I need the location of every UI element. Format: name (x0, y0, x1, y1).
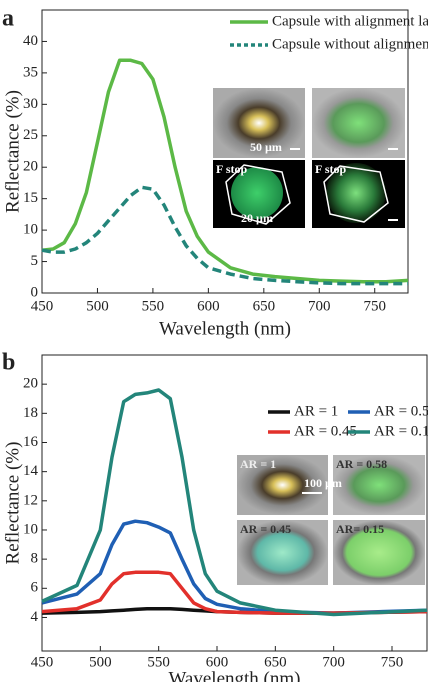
series-line (41, 570, 428, 615)
x-tick-label: 550 (147, 654, 170, 670)
panel-label: a (2, 6, 14, 32)
x-axis-label: Wavelength (nm) (159, 318, 291, 339)
series-line (41, 185, 408, 286)
inset-label: AR= 0.15 (336, 522, 384, 536)
micrograph (237, 520, 328, 585)
x-tick-label: 500 (89, 654, 112, 670)
x-tick-label: 650 (264, 654, 287, 670)
y-tick-label: 5 (31, 253, 39, 269)
legend-label: Capsule with alignment layer (272, 13, 428, 29)
y-axis-label: Reflectance (%) (2, 442, 23, 565)
x-tick-label: 450 (31, 654, 54, 670)
y-tick-label: 0 (31, 284, 39, 300)
x-tick-label: 500 (86, 298, 109, 314)
x-tick-label: 450 (31, 298, 54, 314)
plot-frame (41, 9, 409, 294)
micrograph (237, 455, 328, 515)
y-tick-label: 25 (23, 127, 38, 143)
micrograph (312, 88, 405, 158)
y-tick-label: 6 (31, 580, 39, 596)
legend-label: AR = 0.45 (294, 423, 357, 439)
inset-label: AR = 1 (240, 457, 276, 471)
legend-label: Capsule without alignment layer (272, 36, 428, 52)
capsule (326, 163, 386, 223)
legend-label: AR = 1 (294, 403, 338, 419)
x-axis-label: Wavelength (nm) (169, 668, 301, 682)
y-tick-label: 20 (23, 159, 38, 175)
y-tick-label: 16 (23, 434, 39, 450)
y-tick-label: 4 (31, 609, 39, 625)
legend-label: AR = 0.58 (374, 403, 428, 419)
inset-label: F stop (315, 162, 347, 176)
plot-frame (41, 354, 428, 652)
micrograph (213, 88, 305, 158)
y-tick-label: 40 (23, 33, 38, 49)
scale-bar (302, 492, 322, 494)
x-tick-label: 600 (206, 654, 229, 670)
x-tick-label: 700 (322, 654, 345, 670)
y-tick-label: 10 (23, 521, 38, 537)
inset-label: 50 µm (250, 140, 282, 154)
x-tick-label: 750 (363, 298, 386, 314)
capsule (231, 167, 283, 219)
y-tick-label: 14 (23, 463, 39, 479)
inset-label: F stop (216, 162, 248, 176)
legend-label: AR = 0.15 (374, 423, 428, 439)
f-stop (225, 164, 291, 225)
inset-label: AR = 0.58 (336, 457, 387, 471)
x-tick-label: 600 (197, 298, 220, 314)
scale-bar (290, 148, 300, 150)
x-tick-label: 650 (253, 298, 276, 314)
inset-label: AR = 0.45 (240, 522, 291, 536)
micrograph (333, 520, 425, 585)
y-axis-label: Reflectance (%) (2, 90, 23, 213)
x-tick-label: 700 (308, 298, 331, 314)
y-tick-label: 12 (23, 492, 38, 508)
panel-label: b (2, 350, 15, 376)
y-tick-label: 10 (23, 222, 38, 238)
y-tick-label: 20 (23, 376, 38, 392)
series-line (41, 388, 428, 617)
scale-bar (388, 219, 398, 221)
y-tick-label: 18 (23, 405, 38, 421)
series-line (41, 519, 428, 615)
x-tick-label: 550 (142, 298, 165, 314)
micrograph (333, 455, 425, 515)
inset-label: 20 µm (241, 211, 273, 225)
inset-label: 100 µm (304, 476, 342, 490)
y-tick-label: 15 (23, 190, 38, 206)
y-tick-label: 35 (23, 64, 38, 80)
f-stop (323, 165, 389, 223)
x-tick-label: 750 (381, 654, 404, 670)
y-tick-label: 8 (31, 551, 39, 567)
scale-bar (388, 148, 398, 150)
y-tick-label: 30 (23, 96, 38, 112)
series-line (41, 58, 409, 284)
insets (213, 88, 425, 585)
